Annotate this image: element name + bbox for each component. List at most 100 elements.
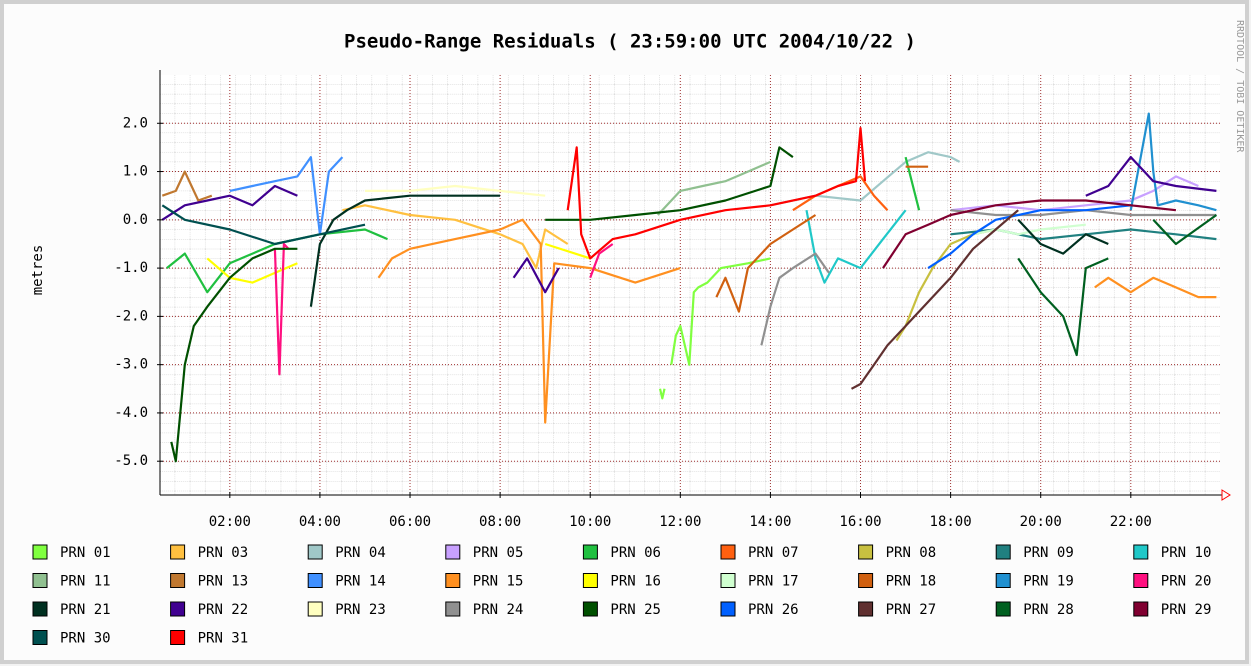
y-tick-label: -4.0 (114, 405, 148, 421)
y-tick-label: 2.0 (123, 115, 148, 131)
series-line (161, 156, 1217, 294)
series-line (342, 204, 569, 270)
series-line (273, 242, 614, 376)
legend-swatch (307, 544, 323, 560)
y-tick-label: -2.0 (114, 308, 148, 324)
legend-label: PRN 26 (748, 602, 799, 618)
series-line (377, 218, 1217, 424)
x-tick-label: 10:00 (569, 514, 611, 530)
x-tick-label: 20:00 (1020, 514, 1062, 530)
axes: -5.0 -4.0 -3.0 -2.0 -1.0 0.0 1.0 2.0 02:00 04:00 0… (114, 70, 1231, 530)
legend-label: PRN 08 (886, 545, 937, 561)
series-line (365, 184, 546, 197)
legend-swatch (170, 601, 186, 617)
series-line (882, 199, 1177, 269)
series-line (161, 170, 213, 202)
legend-label: PRN 11 (60, 574, 111, 590)
legend-label: PRN 20 (1161, 574, 1212, 590)
legend-swatch (445, 544, 461, 560)
series-line (972, 223, 1086, 236)
series-line (792, 175, 889, 212)
minor-grid (160, 75, 1220, 495)
legend-swatch (1133, 601, 1149, 617)
y-tick-label: -5.0 (114, 453, 148, 469)
legend-label: PRN 18 (886, 574, 937, 590)
series-line (309, 194, 1109, 307)
legend-label: PRN 29 (1161, 602, 1212, 618)
legend-swatch (858, 601, 874, 617)
legend-label: PRN 24 (473, 602, 524, 618)
legend-swatch (1133, 573, 1149, 588)
legend-label: PRN 30 (60, 631, 111, 647)
legend-label: PRN 28 (1023, 602, 1074, 618)
series-line (927, 204, 1131, 270)
legend-label: PRN 22 (198, 602, 249, 618)
series-line (1017, 214, 1218, 357)
legend-label: PRN 01 (60, 545, 111, 561)
legend: PRN 01 PRN 03 PRN 04 PRN 05 PRN 06 PRN 07 PRN … (32, 544, 1212, 647)
y-axis-label: metres (30, 245, 46, 296)
legend-swatch (858, 544, 874, 560)
series-line (170, 146, 794, 463)
y-tick-label: -3.0 (114, 357, 148, 373)
x-tick-label: 04:00 (299, 514, 341, 530)
series-line (770, 151, 961, 207)
x-tick-label: 16:00 (839, 514, 881, 530)
legend-swatch (1133, 544, 1149, 560)
x-tick-label: 02:00 (209, 514, 251, 530)
series-line (656, 160, 771, 216)
legend-label: PRN 14 (335, 574, 386, 590)
legend-swatch (858, 573, 874, 588)
series-line (715, 165, 929, 313)
legend-swatch (995, 573, 1011, 588)
watermark: RRDTOOL / TOBI OETIKER (1234, 20, 1245, 153)
series-line (566, 127, 867, 260)
chart-title: Pseudo-Range Residuals ( 23:59:00 UTC 20… (344, 31, 916, 53)
legend-swatch (32, 630, 48, 645)
legend-label: PRN 23 (335, 602, 386, 618)
x-axis-arrow (1221, 489, 1231, 501)
legend-label: PRN 31 (198, 631, 249, 647)
legend-swatch (582, 601, 598, 617)
legend-label: PRN 13 (198, 574, 249, 590)
legend-label: PRN 03 (198, 545, 249, 561)
legend-swatch (582, 544, 598, 560)
legend-label: PRN 25 (610, 602, 661, 618)
legend-label: PRN 09 (1023, 545, 1074, 561)
series-line (850, 209, 1019, 390)
lines (161, 112, 1218, 463)
legend-swatch (170, 573, 186, 588)
legend-label: PRN 16 (610, 574, 661, 590)
x-tick-label: 08:00 (479, 514, 521, 530)
legend-label: PRN 27 (886, 602, 937, 618)
legend-swatch (582, 573, 598, 588)
series-line (658, 257, 771, 400)
legend-swatch (445, 601, 461, 617)
legend-swatch (32, 573, 48, 588)
legend-swatch (307, 601, 323, 617)
y-tick-label: 0.0 (123, 212, 148, 228)
x-tick-label: 06:00 (389, 514, 431, 530)
series-line (1129, 112, 1217, 212)
legend-swatch (995, 601, 1011, 617)
legend-swatch (720, 601, 736, 617)
grid (160, 75, 1220, 495)
x-tick-label: 22:00 (1110, 514, 1152, 530)
legend-label: PRN 15 (473, 574, 524, 590)
legend-swatch (307, 573, 323, 588)
series-line (805, 209, 907, 284)
legend-swatch (720, 544, 736, 560)
legend-label: PRN 05 (473, 545, 524, 561)
legend-label: PRN 04 (335, 545, 386, 561)
legend-label: PRN 06 (610, 545, 661, 561)
legend-label: PRN 19 (1023, 574, 1074, 590)
legend-label: PRN 21 (60, 602, 111, 618)
legend-swatch (170, 630, 186, 645)
legend-swatch (32, 544, 48, 560)
x-tick-label: 18:00 (930, 514, 972, 530)
legend-swatch (720, 573, 736, 588)
series-line (229, 156, 344, 236)
x-tick-label: 14:00 (749, 514, 791, 530)
